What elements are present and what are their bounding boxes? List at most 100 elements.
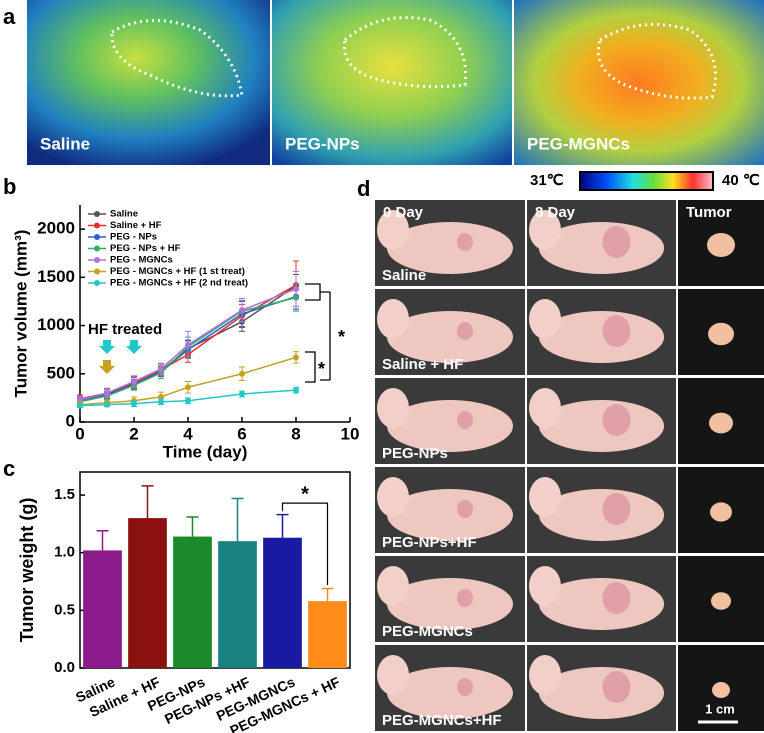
y-tick-label: 0.5 xyxy=(54,601,75,618)
point xyxy=(185,341,191,348)
bar xyxy=(173,536,212,668)
bar xyxy=(308,601,347,668)
point xyxy=(185,384,191,391)
point xyxy=(104,401,110,408)
tumor-sample xyxy=(709,412,733,434)
point xyxy=(293,354,299,361)
bar xyxy=(263,537,302,668)
x-tick-label: 2 xyxy=(129,424,138,443)
tumor xyxy=(457,678,473,696)
tumor xyxy=(602,315,631,347)
colorbar-min: 31℃ xyxy=(530,172,564,189)
error-bar xyxy=(276,513,289,538)
point xyxy=(293,387,299,394)
tumor-sample xyxy=(712,682,730,698)
mouse-head xyxy=(377,388,409,428)
mouse xyxy=(387,578,513,630)
thermal-image xyxy=(514,0,764,165)
tumor xyxy=(602,671,631,703)
thermal-images: Saline PEG-NPs PEG-MGNCs xyxy=(27,0,764,165)
colorbar xyxy=(579,171,714,191)
mouse xyxy=(538,311,665,363)
point xyxy=(104,390,110,397)
legend-marker xyxy=(94,280,100,286)
legend-label: PEG - MGNCs + HF (2 nd treat) xyxy=(110,278,248,289)
bracket xyxy=(305,283,331,383)
tumor xyxy=(457,589,473,607)
arrow xyxy=(99,340,115,354)
y-tick-label: 1500 xyxy=(37,267,75,286)
x-tick-label: 0 xyxy=(75,424,84,443)
bar xyxy=(128,518,167,668)
tumor xyxy=(457,411,473,429)
x-tick-label: 8 xyxy=(291,424,300,443)
tumor-sample xyxy=(710,502,732,522)
legend-label: PEG - NPs + HF xyxy=(110,243,181,254)
point xyxy=(131,378,137,385)
annotation: * xyxy=(318,359,325,379)
photo-row-label: PEG-MGNCs+HF xyxy=(382,712,502,729)
legend-marker xyxy=(94,222,100,229)
mouse-head xyxy=(377,210,409,250)
mouse-head xyxy=(529,299,561,339)
mouse xyxy=(538,489,665,541)
legend-marker xyxy=(94,234,100,240)
mouse xyxy=(387,400,513,452)
panel-letter: c xyxy=(3,456,15,481)
thermal-label: PEG-NPs xyxy=(285,134,360,153)
annotation: * xyxy=(338,327,345,347)
point xyxy=(77,402,83,409)
point xyxy=(131,400,137,407)
x-axis-label: Time (day) xyxy=(163,442,248,461)
panel-letter: a xyxy=(3,4,16,29)
y-axis-label: Tumor volume (mm³) xyxy=(11,230,30,398)
colorbar-max: 40 ℃ xyxy=(722,172,760,189)
tumor xyxy=(457,322,473,340)
mouse xyxy=(538,667,665,719)
tumor xyxy=(602,493,631,525)
y-tick-label: 1.0 xyxy=(54,544,75,561)
photo-grid: Saline Saline + HF PEG-NPs PEG-NPs+HF PEG-MG… xyxy=(375,200,764,731)
y-tick-label: 0.0 xyxy=(54,659,75,676)
bar xyxy=(218,541,257,668)
bar xyxy=(83,550,122,668)
mouse xyxy=(538,400,665,452)
thermal-image xyxy=(272,0,512,165)
photo-column-label: 0 Day xyxy=(383,204,424,221)
mouse xyxy=(538,578,665,630)
photo-row-label: PEG-MGNCs xyxy=(382,623,473,640)
plot-frame xyxy=(79,471,351,669)
photo-row-label: Saline + HF xyxy=(382,356,463,373)
legend-label: PEG - MGNCs xyxy=(110,255,173,266)
y-tick-label: 500 xyxy=(47,363,75,382)
annotation: HF treated xyxy=(88,321,162,338)
point xyxy=(158,398,164,405)
point xyxy=(239,370,245,377)
y-axis-label: Tumor weight (g) xyxy=(17,498,37,643)
mouse-head xyxy=(377,566,409,606)
tumor-sample xyxy=(711,592,731,610)
mouse-head xyxy=(377,299,409,339)
bracket xyxy=(281,502,329,585)
photo-row-label: PEG-NPs xyxy=(382,445,448,462)
mouse-head xyxy=(529,388,561,428)
error-bar xyxy=(321,587,334,602)
tumor-outline xyxy=(342,16,468,89)
error-bar xyxy=(231,497,244,542)
x-tick-label: 4 xyxy=(183,424,193,443)
thermal-label: PEG-MGNCs xyxy=(527,134,630,153)
photo-row-label: PEG-NPs+HF xyxy=(382,534,477,551)
arrow xyxy=(99,360,115,374)
y-tick-label: 2000 xyxy=(37,219,75,238)
legend-marker xyxy=(94,257,100,263)
legend-marker xyxy=(94,245,100,252)
mouse xyxy=(387,489,513,541)
thermal-image xyxy=(27,0,270,165)
photo-column-label: 8 Day xyxy=(535,204,576,221)
point xyxy=(239,307,245,314)
error-bar xyxy=(96,530,109,551)
legend-marker xyxy=(94,268,100,275)
mouse-head xyxy=(529,477,561,517)
mouse xyxy=(387,222,513,274)
